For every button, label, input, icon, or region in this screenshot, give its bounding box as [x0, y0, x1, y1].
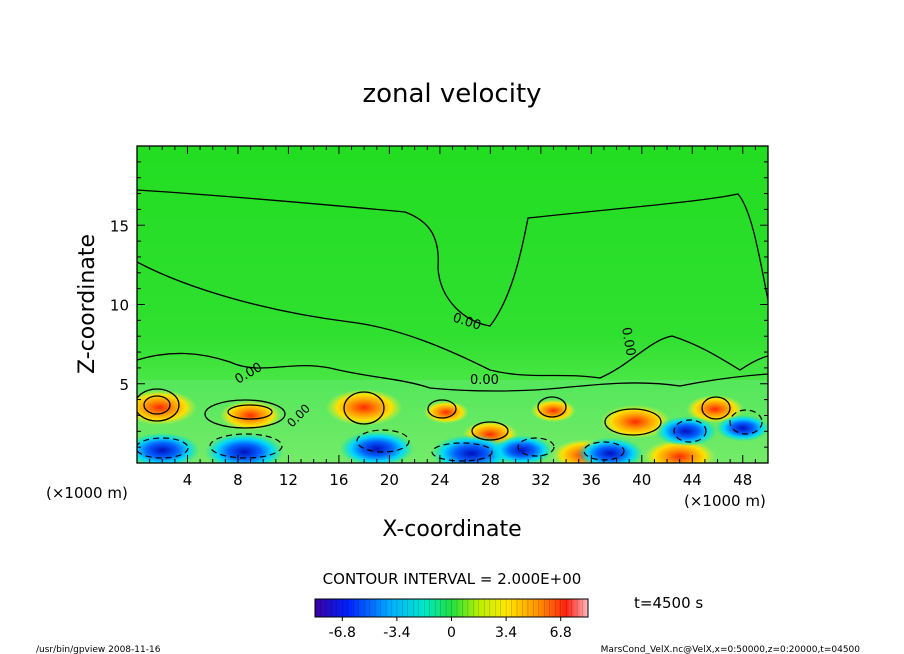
positive-cell-5 — [530, 399, 577, 423]
contour-pos-1 — [137, 388, 180, 422]
contour-neg-7 — [673, 419, 707, 443]
footer-left: /usr/bin/gpview 2008-11-16 — [36, 645, 161, 654]
negative-cell-12 — [339, 431, 415, 463]
contour-neg-8 — [729, 409, 763, 435]
positive-cell-8 — [643, 439, 716, 463]
contour-pos-3 — [343, 391, 385, 425]
contour-neg-3 — [356, 429, 410, 453]
colorbar-tick-label-4: 6.8 — [550, 625, 572, 641]
contour-interval-label: CONTOUR INTERVAL = 2.000E+00 — [323, 570, 582, 588]
colorbar-ticks: -6.8 -3.4 0 3.4 6.8 — [314, 599, 589, 641]
x-unit-left: (×1000 m) — [46, 484, 128, 502]
contour-neg-2 — [209, 433, 283, 459]
footer-right: MarsCond_VelX.nc@VelX,x=0:50000,z=0:2000… — [601, 645, 861, 654]
x-tick-label-7: 32 — [531, 471, 550, 489]
contour-pos-1b — [143, 395, 171, 415]
chart-title: zonal velocity — [362, 79, 541, 109]
contour-pos-5 — [604, 408, 662, 436]
time-label: t=4500 s — [634, 594, 703, 612]
negative-cell-10 — [137, 432, 200, 463]
contour-zero-lower — [137, 352, 768, 392]
x-axis-ticks: 4 8 12 16 20 24 28 32 36 40 44 48 — [149, 146, 756, 489]
contour-pos-8 — [701, 396, 731, 420]
contour-zero-upper — [137, 189, 768, 327]
plot-area: 0.00 0.00 0.00 0.00 0.00 — [137, 146, 768, 463]
x-tick-label-3: 16 — [329, 471, 348, 489]
x-tick-label-4: 20 — [380, 471, 399, 489]
x-tick-label-10: 44 — [683, 471, 702, 489]
x-axis-title: X-coordinate — [382, 517, 521, 542]
colorbar: -6.8 -3.4 0 3.4 6.8 — [314, 598, 589, 641]
negative-cell-16 — [654, 416, 717, 447]
contour-pos-2b — [227, 404, 273, 420]
x-tick-label-2: 12 — [279, 471, 298, 489]
x-tick-label-0: 4 — [183, 471, 193, 489]
contour-zero-mid — [137, 261, 768, 379]
contour-lines — [137, 189, 768, 441]
contour-pos-6 — [537, 396, 567, 418]
x-unit-right: (×1000 m) — [684, 492, 766, 510]
y-tick-label-0: 5 — [119, 376, 129, 394]
contour-label-4: 0.00 — [618, 326, 638, 357]
x-tick-label-6: 28 — [481, 471, 500, 489]
x-tick-label-11: 48 — [733, 471, 752, 489]
x-tick-label-9: 40 — [632, 471, 651, 489]
positive-cell-3 — [423, 400, 469, 424]
colorbar-tick-label-3: 3.4 — [495, 625, 517, 641]
contour-neg-4 — [431, 442, 493, 462]
contour-neg-5 — [517, 437, 555, 457]
x-tick-label-1: 8 — [233, 471, 243, 489]
contour-label-2: 0.00 — [470, 373, 499, 388]
colorbar-tick-label-0: -6.8 — [329, 625, 356, 641]
negative-cell-13 — [431, 434, 512, 463]
positive-cell-1 — [219, 400, 282, 431]
negative-cell-14 — [490, 435, 553, 463]
y-tick-label-1: 10 — [110, 297, 129, 315]
x-tick-label-5: 24 — [430, 471, 449, 489]
contour-pos-2 — [204, 399, 286, 429]
contour-pos-4 — [471, 421, 509, 441]
contour-pos-7 — [427, 399, 457, 419]
y-tick-label-2: 15 — [110, 217, 129, 235]
colorbar-tick-label-2: 0 — [447, 625, 456, 641]
y-axis-title: Z-coordinate — [75, 234, 100, 374]
x-tick-label-8: 36 — [582, 471, 601, 489]
contour-neg-1 — [137, 437, 189, 459]
negative-cell-17 — [715, 414, 768, 442]
y-axis-ticks: 5 10 15 — [110, 161, 768, 448]
positive-cell-9 — [686, 395, 744, 424]
feature-layer — [137, 389, 768, 463]
negative-cell-15 — [577, 437, 644, 463]
positive-cell-2 — [325, 389, 403, 426]
colorbar-tick-label-1: -3.4 — [383, 625, 410, 641]
positive-cell-0 — [137, 389, 198, 426]
